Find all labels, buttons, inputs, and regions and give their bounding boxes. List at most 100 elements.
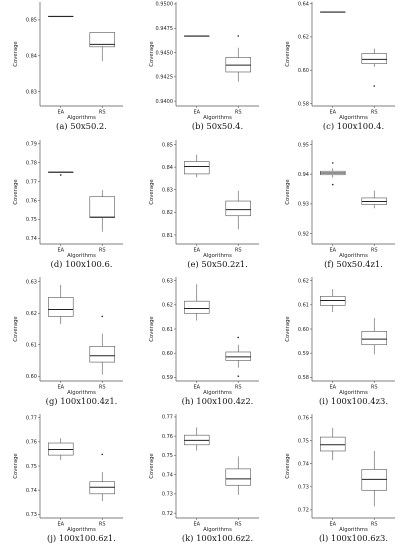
panel-caption: (b) 50x50.4.: [192, 121, 243, 131]
x-tick-label: EA: [329, 522, 336, 528]
y-axis-label: Coverage: [149, 316, 155, 341]
y-tick-label: 0.83: [26, 89, 37, 95]
y-tick-label: 0.61: [162, 327, 173, 333]
x-tick-label: RS: [99, 248, 106, 254]
panel-caption: (h) 100x100.4z2.: [182, 396, 254, 406]
y-tick-label: 0.84: [162, 165, 173, 171]
box-rs: [226, 456, 251, 495]
y-tick-label: 0.95: [298, 142, 309, 148]
y-tick-label: 0.82: [162, 210, 173, 216]
outlier-point: [237, 375, 239, 377]
y-tick-label: 0.60: [298, 327, 309, 333]
y-tick-label: 0.76: [162, 434, 173, 440]
x-tick-label: RS: [99, 522, 106, 528]
y-tick-label: 0.63: [162, 278, 173, 284]
y-tick-label: 0.76: [298, 415, 309, 421]
y-tick-label: 0.59: [298, 351, 309, 357]
y-tick-label: 0.60: [26, 374, 37, 380]
x-tick-label: EA: [193, 248, 200, 254]
x-tick-label: EA: [57, 522, 64, 528]
y-tick-label: 0.78: [26, 160, 37, 166]
y-tick-label: 0.60: [162, 351, 173, 357]
y-tick-label: 0.9450: [156, 50, 174, 56]
y-tick-label: 0.75: [162, 453, 173, 459]
y-axis-label: Coverage: [149, 453, 155, 478]
panel-caption: (a) 50x50.2.: [56, 121, 107, 131]
y-tick-label: 0.85: [162, 142, 173, 148]
panel-caption: (e) 50x50.2z1.: [187, 259, 248, 269]
box-rs: [362, 451, 387, 506]
outlier-point: [60, 174, 62, 176]
y-tick-label: 0.73: [162, 492, 173, 498]
y-tick-label: 0.77: [162, 415, 173, 421]
panel-caption: (j) 100x100.6z1.: [47, 533, 116, 543]
y-tick-label: 0.79: [26, 142, 37, 148]
outlier-point: [237, 337, 239, 339]
outlier-point: [373, 85, 375, 87]
y-tick-label: 0.74: [162, 472, 173, 478]
x-tick-label: RS: [371, 248, 378, 254]
y-tick-label: 0.9475: [156, 26, 174, 32]
panel-caption: (k) 100x100.6z2.: [182, 533, 253, 543]
x-tick-label: EA: [329, 248, 336, 254]
box-ea: [184, 427, 209, 450]
x-tick-label: RS: [371, 522, 378, 528]
box-iqr: [184, 301, 209, 313]
y-axis-label: Coverage: [285, 41, 291, 66]
y-tick-label: 0.83: [162, 188, 173, 194]
x-tick-label: RS: [371, 110, 378, 116]
y-axis-label: Coverage: [285, 179, 291, 204]
y-axis-label: Coverage: [285, 453, 291, 478]
y-tick-label: 0.77: [26, 415, 37, 421]
y-tick-label: 0.64: [298, 1, 309, 7]
outlier-point: [332, 162, 334, 164]
box-rs: [90, 316, 115, 375]
panel-caption: (f) 50x50.4z1.: [324, 259, 383, 269]
outlier-point: [332, 184, 334, 186]
y-axis-label: Coverage: [13, 179, 19, 204]
box-ea: [320, 428, 345, 460]
y-tick-label: 0.9425: [156, 75, 174, 81]
panel-caption: (d) 100x100.6.: [51, 259, 113, 269]
box-rs: [362, 191, 387, 209]
y-tick-label: 0.58: [298, 101, 309, 107]
y-tick-label: 0.60: [298, 68, 309, 74]
box-iqr: [362, 54, 387, 64]
y-tick-label: 0.73: [26, 512, 37, 518]
y-tick-label: 0.75: [26, 217, 37, 223]
y-tick-label: 0.9500: [156, 2, 174, 8]
panel-caption: (c) 100x100.4.: [323, 121, 384, 131]
box-ea: [48, 172, 73, 176]
x-tick-label: EA: [193, 110, 200, 116]
y-tick-label: 0.9400: [156, 99, 174, 105]
y-tick-label: 0.61: [26, 343, 37, 349]
x-tick-label: EA: [57, 110, 64, 116]
outlier-point: [101, 454, 103, 456]
panel-caption: (g) 100x100.4z1.: [46, 396, 118, 406]
x-tick-label: EA: [57, 385, 64, 391]
y-tick-label: 0.73: [298, 485, 309, 491]
y-axis-label: Coverage: [13, 316, 19, 341]
box-ea: [48, 285, 73, 324]
chart-panel-b: 0.9400 0.9425 0.9450 0.9475 0.9500 Coverage EA…: [149, 2, 259, 131]
y-tick-label: 0.63: [26, 280, 37, 286]
box-rs: [226, 191, 251, 229]
x-tick-label: EA: [57, 248, 64, 254]
y-tick-label: 0.92: [298, 231, 309, 237]
x-tick-label: RS: [235, 110, 242, 116]
box-iqr: [226, 201, 251, 216]
box-iqr: [48, 297, 73, 316]
box-iqr: [226, 469, 251, 485]
outlier-point: [237, 35, 239, 37]
x-tick-label: RS: [99, 110, 106, 116]
x-tick-label: RS: [235, 522, 242, 528]
y-axis-label: Coverage: [149, 41, 155, 66]
